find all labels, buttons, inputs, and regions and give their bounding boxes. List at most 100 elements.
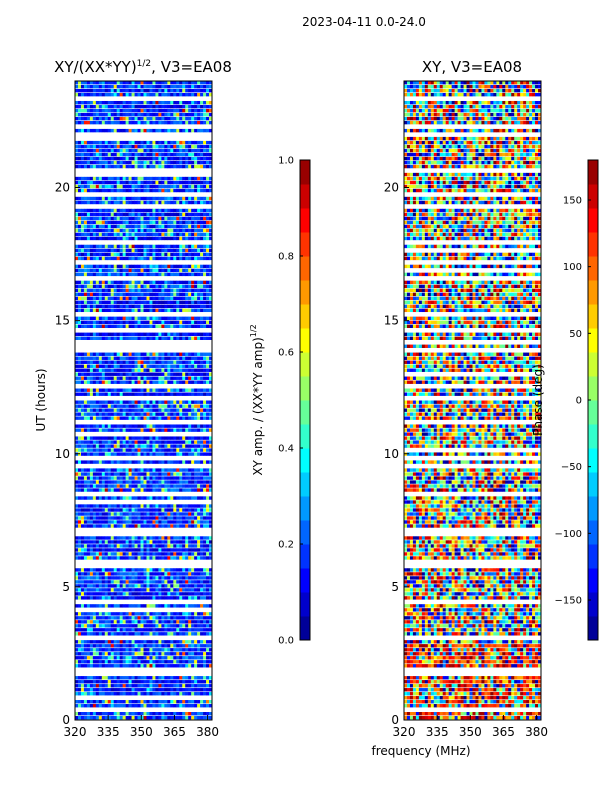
heatmap-cell <box>146 228 150 233</box>
heatmap-cell <box>77 488 82 492</box>
heatmap-cell <box>143 400 147 404</box>
heatmap-cell <box>182 92 186 97</box>
heatmap-cell <box>119 516 123 520</box>
heatmap-cell <box>161 208 165 213</box>
heatmap-cell <box>98 408 103 412</box>
heatmap-cell <box>191 592 195 596</box>
heatmap-cell <box>95 332 100 336</box>
heatmap-cell <box>104 572 109 576</box>
heatmap-cell <box>89 488 94 492</box>
heatmap-cell <box>164 288 168 293</box>
heatmap-cell <box>143 152 147 157</box>
heatmap-cell <box>188 128 192 133</box>
heatmap-cell <box>86 592 91 596</box>
heatmap-cell <box>170 268 174 273</box>
heatmap-cell <box>116 288 120 293</box>
heatmap-cell <box>131 568 135 572</box>
heatmap-cell <box>122 404 126 408</box>
heatmap-cell <box>101 440 106 444</box>
heatmap-cell <box>188 308 192 313</box>
heatmap-cell <box>128 520 132 524</box>
heatmap-cell <box>200 504 204 508</box>
heatmap-cell <box>77 236 82 241</box>
heatmap-cell <box>86 360 91 364</box>
heatmap-cell <box>155 520 159 524</box>
heatmap-cell <box>191 208 195 213</box>
heatmap-cell <box>110 584 115 588</box>
heatmap-cell <box>164 548 168 552</box>
heatmap-cell <box>185 84 189 89</box>
heatmap-cell <box>173 604 177 608</box>
heatmap-cell <box>143 92 147 97</box>
heatmap-cell <box>92 160 97 165</box>
heatmap-cell <box>176 220 180 225</box>
heatmap-cell <box>209 112 213 117</box>
heatmap-cell <box>86 576 91 580</box>
heatmap-cell <box>119 81 123 85</box>
heatmap-cell <box>128 264 132 269</box>
heatmap-cell <box>179 304 183 309</box>
heatmap-cell <box>200 360 204 364</box>
heatmap-cell <box>134 620 138 624</box>
heatmap-cell <box>125 316 129 321</box>
heatmap-cell <box>191 404 195 408</box>
heatmap-cell <box>134 540 138 544</box>
heatmap-cell <box>179 200 183 205</box>
heatmap-cell <box>203 580 207 584</box>
heatmap-cell <box>137 468 141 472</box>
heatmap-cell <box>89 284 94 289</box>
heatmap-cell <box>92 572 97 576</box>
heatmap-cell <box>197 256 201 261</box>
heatmap-cell <box>89 316 94 321</box>
heatmap-cell <box>75 320 79 325</box>
heatmap-cell <box>92 496 97 500</box>
heatmap-cell <box>164 524 168 528</box>
heatmap-cell <box>191 216 195 221</box>
heatmap-cell <box>146 484 150 488</box>
heatmap-cell <box>122 220 126 225</box>
heatmap-cell <box>140 472 144 476</box>
heatmap-cell <box>137 628 141 632</box>
heatmap-cell <box>131 452 135 456</box>
heatmap-cell <box>188 448 192 452</box>
heatmap-cell <box>137 84 141 89</box>
heatmap-cell <box>140 584 144 588</box>
heatmap-cell <box>155 364 159 368</box>
heatmap-cell <box>125 228 129 233</box>
heatmap-cell <box>122 88 126 93</box>
suptitle: 2023-04-11 0.0-24.0 <box>302 15 426 29</box>
heatmap-cell <box>137 612 141 616</box>
heatmap-cell <box>206 200 210 205</box>
heatmap-cell <box>164 512 168 516</box>
heatmap-cell <box>161 584 165 588</box>
heatmap-cell <box>152 284 156 289</box>
heatmap-cell <box>131 100 135 105</box>
heatmap-cell <box>98 81 103 85</box>
heatmap-cell <box>149 428 153 432</box>
heatmap-cell <box>101 256 106 261</box>
heatmap-cell <box>194 416 198 420</box>
heatmap-cell <box>98 164 103 169</box>
heatmap-cell <box>176 164 180 169</box>
heatmap-cell <box>155 160 159 165</box>
heatmap-cell <box>167 404 171 408</box>
heatmap-cell <box>143 412 147 416</box>
heatmap-cell <box>158 188 162 193</box>
heatmap-cell <box>161 604 165 608</box>
heatmap-cell <box>89 176 94 181</box>
heatmap-cell <box>164 580 168 584</box>
heatmap-cell <box>101 568 106 572</box>
heatmap-cell <box>164 568 168 572</box>
heatmap-cell <box>185 452 189 456</box>
heatmap-cell <box>161 440 165 444</box>
heatmap-cell <box>83 380 88 384</box>
heatmap-cell <box>179 520 183 524</box>
heatmap-cell <box>152 580 156 584</box>
heatmap-cell <box>161 92 165 97</box>
heatmap-cell <box>179 280 183 285</box>
heatmap-cell <box>170 504 174 508</box>
heatmap-cell <box>110 284 115 289</box>
heatmap-cell <box>173 612 177 616</box>
heatmap-cell <box>104 280 109 285</box>
